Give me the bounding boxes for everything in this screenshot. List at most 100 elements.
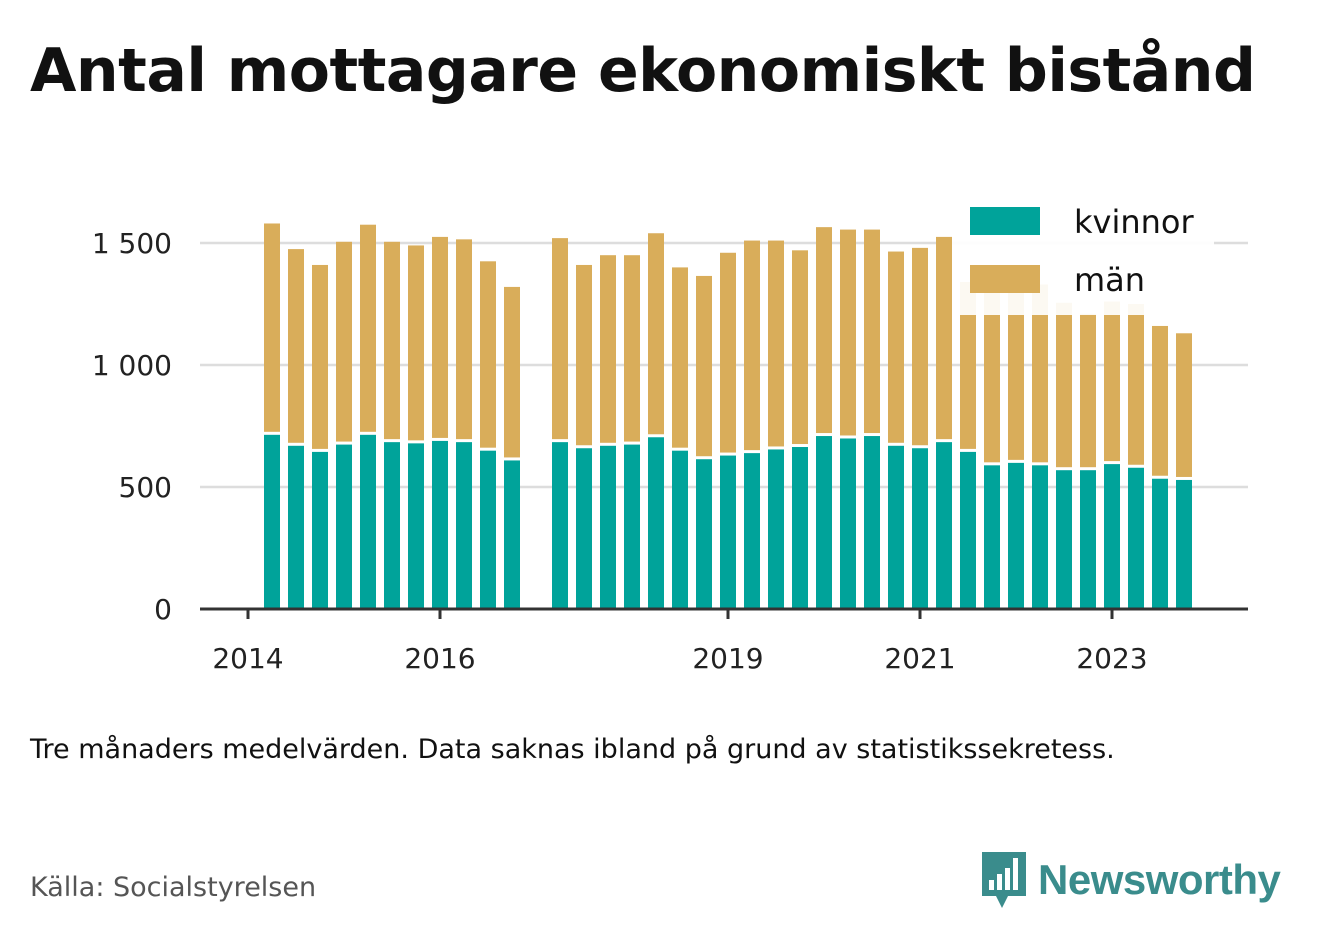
bar-man	[288, 249, 304, 443]
y-tick-label: 1 500	[92, 227, 172, 260]
legend-swatch-man	[970, 265, 1040, 293]
bar-kvinnor	[480, 450, 496, 609]
bar-kvinnor	[288, 445, 304, 609]
bar-man	[744, 240, 760, 451]
y-tick-label: 1 000	[92, 349, 172, 382]
bar-kvinnor	[624, 444, 640, 609]
bar-kvinnor	[360, 434, 376, 609]
legend-label: män	[1074, 261, 1145, 299]
bar-kvinnor	[888, 445, 904, 609]
x-axis: 2014 2016 2019 2021 2023	[200, 607, 1248, 675]
bar-kvinnor	[264, 434, 280, 609]
bar-kvinnor	[1032, 465, 1048, 609]
x-tick-label: 2021	[884, 642, 955, 675]
bar-man	[504, 286, 520, 458]
bar-man	[408, 245, 424, 441]
bar-man	[624, 255, 640, 442]
bar-kvinnor	[672, 450, 688, 609]
x-tick-label: 2023	[1076, 642, 1147, 675]
bar-man	[432, 236, 448, 438]
bar-kvinnor	[1152, 478, 1168, 609]
bar-man	[312, 264, 328, 449]
x-tick-label: 2016	[404, 642, 475, 675]
bar-kvinnor	[432, 440, 448, 609]
y-tick-label: 0	[154, 593, 172, 626]
chart-note: Tre månaders medelvärden. Data saknas ib…	[30, 734, 1115, 765]
bar-kvinnor	[984, 465, 1000, 609]
bar-kvinnor	[816, 436, 832, 609]
bars	[264, 223, 1192, 609]
bar-kvinnor	[696, 459, 712, 609]
bar-man	[840, 229, 856, 436]
y-tick-label: 500	[119, 471, 172, 504]
bar-kvinnor	[768, 449, 784, 609]
bar-man	[768, 240, 784, 447]
bar-man	[792, 250, 808, 445]
bar-kvinnor	[576, 448, 592, 609]
bar-kvinnor	[912, 448, 928, 609]
bar-kvinnor	[1104, 464, 1120, 609]
bar-kvinnor	[1176, 479, 1192, 609]
bar-kvinnor	[1128, 467, 1144, 609]
legend: kvinnor män	[952, 193, 1214, 315]
bar-man	[960, 282, 976, 449]
bar-man	[1056, 302, 1072, 468]
legend-label: kvinnor	[1074, 203, 1195, 241]
bar-man	[720, 252, 736, 453]
bar-man	[600, 255, 616, 443]
newsworthy-brand[interactable]: Newsworthy	[980, 850, 1281, 910]
bar-man	[384, 241, 400, 440]
source-text: Källa: Socialstyrelsen	[30, 872, 317, 903]
bar-kvinnor	[840, 438, 856, 609]
bar-kvinnor	[384, 442, 400, 609]
bar-man	[864, 229, 880, 434]
bar-man	[1080, 313, 1096, 468]
bar-man	[936, 236, 952, 440]
bar-man	[1008, 290, 1024, 460]
bar-man	[672, 267, 688, 448]
legend-swatch-kvinnor	[970, 207, 1040, 235]
chart-title: Antal mottagare ekonomiskt bistånd	[30, 36, 1256, 106]
bar-man	[576, 264, 592, 446]
bar-kvinnor	[720, 455, 736, 609]
brand-name: Newsworthy	[1038, 856, 1281, 903]
bar-man	[336, 241, 352, 442]
bar-kvinnor	[960, 451, 976, 609]
bar-man	[984, 293, 1000, 463]
bar-kvinnor	[648, 437, 664, 609]
bar-kvinnor	[456, 442, 472, 609]
bar-man	[888, 251, 904, 443]
bar-man	[648, 233, 664, 435]
bar-man	[360, 224, 376, 432]
bar-kvinnor	[312, 451, 328, 609]
bar-kvinnor	[408, 443, 424, 609]
bar-man	[456, 239, 472, 440]
bar-kvinnor	[552, 442, 568, 609]
bar-kvinnor	[792, 447, 808, 609]
bar-kvinnor	[744, 453, 760, 609]
bar-man	[264, 223, 280, 432]
bar-man	[1032, 284, 1048, 463]
bar-kvinnor	[336, 444, 352, 609]
bar-man	[912, 247, 928, 446]
bar-kvinnor	[504, 460, 520, 609]
bar-man	[1128, 304, 1144, 465]
bar-kvinnor	[600, 445, 616, 609]
bar-man	[816, 227, 832, 434]
bar-kvinnor	[1008, 462, 1024, 609]
bar-man	[480, 261, 496, 448]
bar-kvinnor	[864, 436, 880, 609]
x-tick-label: 2019	[692, 642, 763, 675]
bar-kvinnor	[1056, 470, 1072, 609]
bar-kvinnor	[936, 442, 952, 609]
bar-man	[696, 275, 712, 457]
newsworthy-logo-icon	[982, 852, 1026, 908]
bar-man	[1104, 301, 1120, 462]
bar-man	[1152, 325, 1168, 476]
x-tick-label: 2014	[212, 642, 283, 675]
y-axis-labels: 0 500 1 000 1 500	[92, 227, 172, 626]
bar-man	[552, 238, 568, 440]
bar-man	[1176, 333, 1192, 477]
bar-kvinnor	[1080, 470, 1096, 609]
